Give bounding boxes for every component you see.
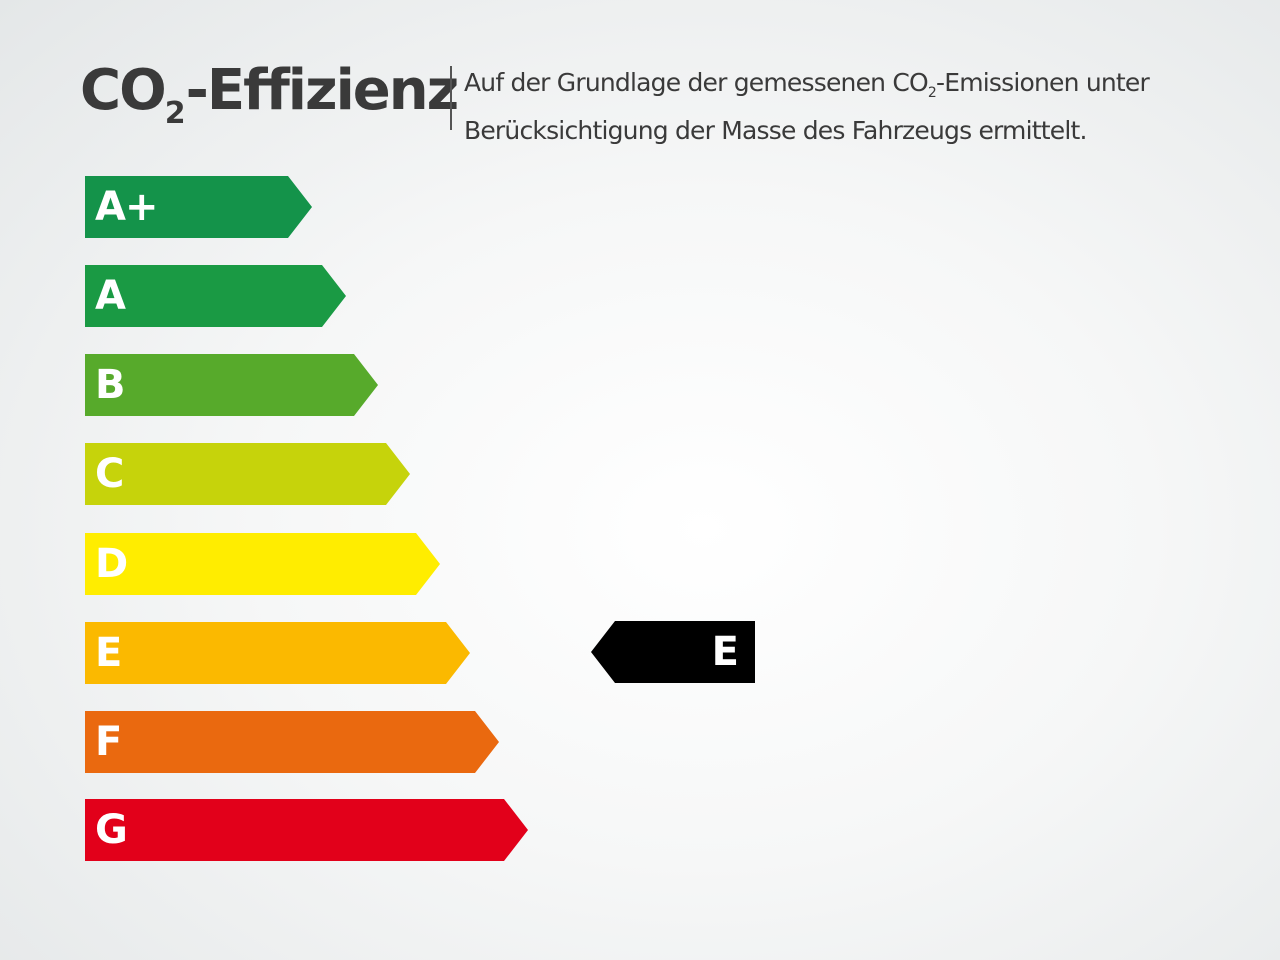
efficiency-bar-d: D bbox=[85, 533, 440, 595]
efficiency-bar-a-plus: A+ bbox=[85, 176, 312, 238]
rating-label: E bbox=[711, 629, 739, 675]
desc-text: Auf der Grundlage der gemessenen CO bbox=[464, 68, 929, 97]
efficiency-bar-label: F bbox=[95, 719, 122, 765]
desc-text: -Emissionen unter bbox=[936, 68, 1150, 97]
title-suffix: -Effizienz bbox=[185, 58, 460, 123]
efficiency-bar-label: C bbox=[95, 451, 124, 497]
efficiency-bar-label: A+ bbox=[95, 184, 158, 230]
efficiency-bar-label: G bbox=[95, 807, 127, 853]
efficiency-bar-label: A bbox=[95, 273, 125, 319]
efficiency-bar-c: C bbox=[85, 443, 410, 505]
efficiency-bar-g: G bbox=[85, 799, 528, 861]
efficiency-bar-label: D bbox=[95, 541, 128, 587]
efficiency-bar-label: B bbox=[95, 362, 125, 408]
description-line-2: Berücksichtigung der Masse des Fahrzeugs… bbox=[464, 116, 1087, 145]
description: Auf der Grundlage der gemessenen CO2-Emi… bbox=[464, 64, 1150, 149]
divider bbox=[450, 66, 452, 130]
page-title: CO2-Effizienz bbox=[80, 58, 460, 131]
efficiency-bar-f: F bbox=[85, 711, 499, 773]
efficiency-bar-e: E bbox=[85, 622, 470, 684]
description-line-1: Auf der Grundlage der gemessenen CO2-Emi… bbox=[464, 64, 1150, 112]
efficiency-bar-b: B bbox=[85, 354, 378, 416]
title-subscript: 2 bbox=[164, 96, 186, 131]
title-prefix: CO bbox=[80, 58, 167, 123]
efficiency-bar-a: A bbox=[85, 265, 346, 327]
efficiency-bar-label: E bbox=[95, 630, 122, 676]
rating-marker: E bbox=[591, 621, 755, 683]
desc-subscript: 2 bbox=[927, 85, 937, 101]
